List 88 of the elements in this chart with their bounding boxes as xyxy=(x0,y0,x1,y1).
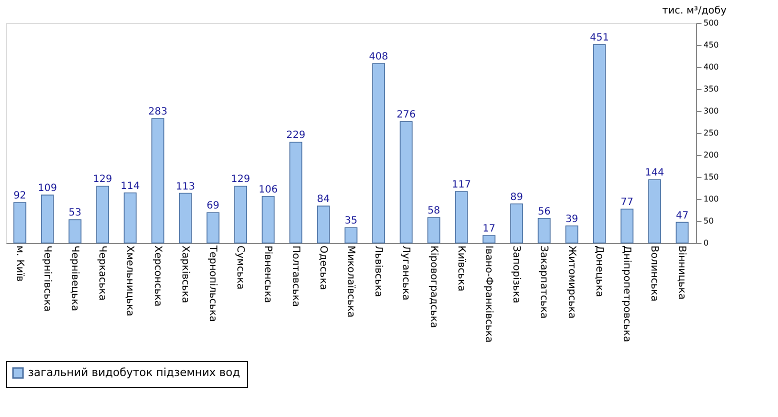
x-tick-label: Львівська xyxy=(372,246,384,298)
x-tick-label: Черкаська xyxy=(96,246,108,301)
x-tick-label: Чернігівська xyxy=(41,246,52,312)
bar xyxy=(41,194,54,244)
data-label: 144 xyxy=(645,168,664,179)
x-tick-label: Одеська xyxy=(317,246,328,290)
y-tick-label: 0 xyxy=(704,238,709,248)
y-tick-label: 400 xyxy=(704,62,719,72)
y-tick-label: 350 xyxy=(704,84,719,94)
data-label: 39 xyxy=(565,214,578,225)
data-label: 276 xyxy=(396,110,416,121)
data-label: 53 xyxy=(68,208,82,219)
y-tick-label: 250 xyxy=(704,128,719,138)
bar xyxy=(344,227,358,244)
x-tick-label: Донецька xyxy=(593,246,604,297)
x-tick-label: Харківська xyxy=(179,246,190,304)
y-tick-label: 150 xyxy=(704,172,719,182)
x-tick-label: Закарпатська xyxy=(538,246,550,319)
x-tick-label: Вінницька xyxy=(676,246,688,300)
y-tick-label: 50 xyxy=(704,216,714,226)
bar xyxy=(372,63,385,244)
y-tick-label: 300 xyxy=(704,106,719,116)
data-label: 129 xyxy=(231,174,250,186)
data-label: 109 xyxy=(38,183,57,194)
bar xyxy=(234,186,247,244)
bar xyxy=(400,121,413,244)
x-tick-label: Тернопільська xyxy=(207,244,218,322)
x-tick-label: Дніпропетровська xyxy=(621,246,632,342)
data-label: 451 xyxy=(590,32,609,44)
bar xyxy=(565,225,578,244)
bar xyxy=(289,142,302,244)
bar xyxy=(593,44,606,244)
bar xyxy=(262,196,275,244)
data-label: 17 xyxy=(482,224,496,235)
bar xyxy=(96,186,109,244)
data-label: 117 xyxy=(452,180,471,191)
bar xyxy=(455,191,468,244)
x-tick-label: Миколаївська xyxy=(345,246,356,318)
data-label: 408 xyxy=(369,51,388,62)
x-tick-label: Житомирська xyxy=(566,246,577,319)
x-tick-label: Чернівецька xyxy=(69,246,80,312)
data-label: 106 xyxy=(258,184,278,196)
bar xyxy=(676,222,689,244)
x-tick-label: Херсонська xyxy=(152,246,163,307)
data-label: 47 xyxy=(676,210,689,222)
x-tick-label: Кіровоградська xyxy=(428,246,439,328)
bar xyxy=(317,206,330,244)
x-tick-label: м. Київ xyxy=(14,246,25,282)
data-label: 35 xyxy=(344,216,358,227)
y-axis-title: тис. м³/добу xyxy=(662,6,727,16)
bar xyxy=(206,212,220,244)
legend-label: загальний видобуток підземних вод xyxy=(28,366,240,379)
x-tick-label: Луганська xyxy=(400,246,412,300)
data-label: 56 xyxy=(538,206,551,218)
bar xyxy=(13,202,26,244)
data-label: 58 xyxy=(427,205,440,216)
bar xyxy=(482,235,496,244)
data-label: 114 xyxy=(120,180,140,192)
bar xyxy=(510,203,523,244)
y-tick-label: 450 xyxy=(704,40,719,50)
y-tick-label: 500 xyxy=(704,18,719,28)
y-tick-label: 100 xyxy=(704,194,719,204)
data-label: 92 xyxy=(13,190,26,202)
data-label: 84 xyxy=(317,194,330,206)
data-label: 229 xyxy=(286,130,306,142)
bar xyxy=(151,118,164,244)
x-tick-label: Запорізька xyxy=(510,246,522,304)
x-tick-label: Волинська xyxy=(648,246,660,302)
x-tick-label: Полтавська xyxy=(290,246,301,307)
y-tick-label: 200 xyxy=(704,150,719,160)
data-label: 283 xyxy=(148,106,168,118)
data-label: 89 xyxy=(510,192,523,203)
x-tick-label: Хмельницька xyxy=(124,246,136,316)
bar xyxy=(124,192,137,244)
x-tick-label: Рівненська xyxy=(262,246,274,303)
x-tick-label: Івано-Франківська xyxy=(483,246,494,343)
x-tick-label: Київська xyxy=(455,246,466,292)
data-label: 77 xyxy=(620,197,634,208)
x-tick-label: Сумська xyxy=(234,246,246,290)
bar xyxy=(538,218,551,244)
data-label: 69 xyxy=(206,200,220,212)
data-label: 113 xyxy=(176,181,195,192)
bar xyxy=(648,179,661,244)
bar xyxy=(427,217,440,244)
data-label: 129 xyxy=(93,174,112,186)
bar xyxy=(620,208,634,244)
bar xyxy=(179,192,192,244)
bar xyxy=(68,219,82,244)
